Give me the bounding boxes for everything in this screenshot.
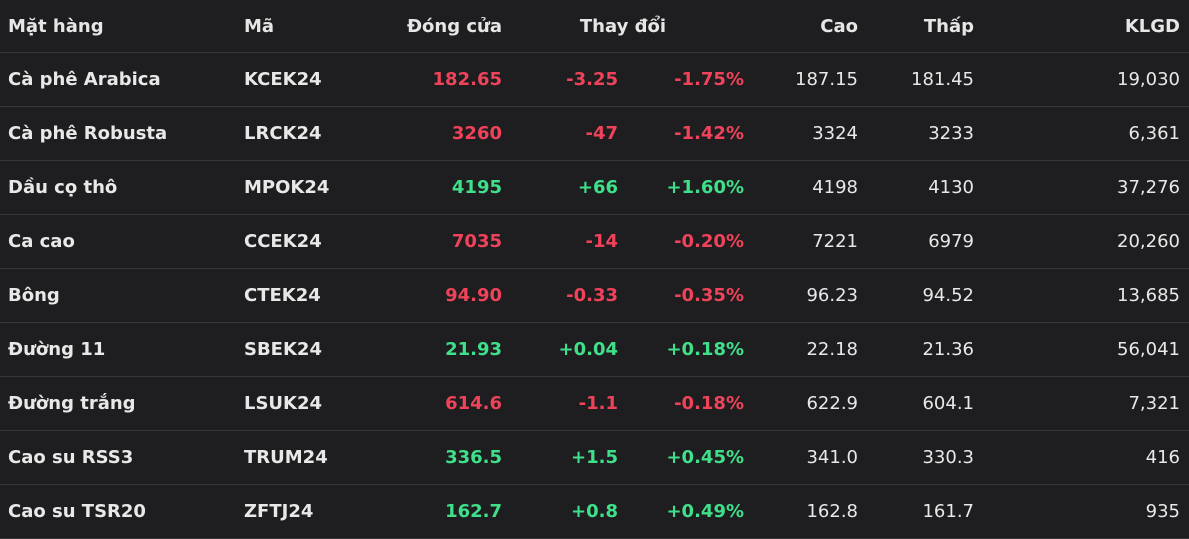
cell-close: 162.7 xyxy=(445,501,502,522)
header-code[interactable]: Mã xyxy=(244,15,275,37)
cell-change: -0.33 xyxy=(566,285,618,306)
cell-high: 96.23 xyxy=(806,285,858,306)
cell-close: 4195 xyxy=(451,177,502,198)
cell-low: 604.1 xyxy=(922,393,974,414)
header-high[interactable]: Cao xyxy=(820,15,858,37)
header-volume[interactable]: KLGD xyxy=(1124,15,1180,37)
cell-low: 94.52 xyxy=(922,285,974,306)
cell-low: 4130 xyxy=(928,177,974,198)
header-name[interactable]: Mặt hàng xyxy=(8,15,104,37)
cell-name: Bông xyxy=(8,285,60,306)
cell-change: -1.1 xyxy=(578,393,618,414)
cell-low: 6979 xyxy=(928,231,974,252)
cell-close: 21.93 xyxy=(445,339,502,360)
cell-change-percent: +0.45% xyxy=(666,447,744,468)
cell-name: Ca cao xyxy=(8,231,75,252)
cell-close: 3260 xyxy=(451,123,502,144)
table-row[interactable]: Ca cao CCEK24 7035 -14 -0.20% 7221 6979 20,260 xyxy=(0,215,1189,269)
cell-change-percent: +1.60% xyxy=(666,177,744,198)
table-row[interactable]: Đường 11 SBEK24 21.93 +0.04 +0.18% 22.18 21.36… xyxy=(0,323,1189,377)
cell-change: +66 xyxy=(577,177,618,198)
cell-change-percent: -0.35% xyxy=(674,285,744,306)
table-row[interactable]: Đường trắng LSUK24 614.6 -1.1 -0.18% 622.9 604… xyxy=(0,377,1189,431)
cell-high: 7221 xyxy=(812,231,858,252)
table-row[interactable]: Dầu cọ thô MPOK24 4195 +66 +1.60% 4198 4130 37,… xyxy=(0,161,1189,215)
cell-name: Dầu cọ thô xyxy=(8,177,118,198)
cell-low: 181.45 xyxy=(911,69,974,90)
cell-change-percent: -0.18% xyxy=(674,393,744,414)
cell-code: LRCK24 xyxy=(244,123,322,144)
cell-high: 622.9 xyxy=(806,393,858,414)
table-row[interactable]: Cao su TSR20 ZFTJ24 162.7 +0.8 +0.49% 162.8 16… xyxy=(0,485,1189,539)
cell-volume: 935 xyxy=(1145,501,1180,522)
cell-low: 21.36 xyxy=(922,339,974,360)
cell-volume: 37,276 xyxy=(1117,177,1180,198)
cell-volume: 20,260 xyxy=(1117,231,1180,252)
cell-code: CCEK24 xyxy=(244,231,322,252)
cell-name: Đường 11 xyxy=(8,339,106,360)
cell-close: 336.5 xyxy=(445,447,502,468)
cell-volume: 56,041 xyxy=(1117,339,1180,360)
cell-high: 162.8 xyxy=(806,501,858,522)
header-change[interactable]: Thay đổi xyxy=(579,15,666,37)
cell-change-percent: -1.42% xyxy=(674,123,744,144)
cell-code: MPOK24 xyxy=(244,177,330,198)
cell-change: +1.5 xyxy=(571,447,618,468)
cell-code: SBEK24 xyxy=(244,339,322,360)
cell-volume: 19,030 xyxy=(1117,69,1180,90)
cell-code: LSUK24 xyxy=(244,393,323,414)
cell-name: Cao su RSS3 xyxy=(8,447,134,468)
cell-high: 341.0 xyxy=(806,447,858,468)
cell-name: Cà phê Arabica xyxy=(8,69,161,90)
cell-high: 187.15 xyxy=(795,69,858,90)
cell-name: Cà phê Robusta xyxy=(8,123,168,144)
table-row[interactable]: Cao su RSS3 TRUM24 336.5 +1.5 +0.45% 341.0 330… xyxy=(0,431,1189,485)
cell-low: 3233 xyxy=(928,123,974,144)
cell-name: Cao su TSR20 xyxy=(8,501,146,522)
cell-close: 7035 xyxy=(451,231,502,252)
table-row[interactable]: Cà phê Robusta LRCK24 3260 -47 -1.42% 3324 323… xyxy=(0,107,1189,161)
cell-change-percent: -0.20% xyxy=(674,231,744,252)
cell-low: 161.7 xyxy=(922,501,974,522)
cell-volume: 416 xyxy=(1145,447,1180,468)
cell-close: 94.90 xyxy=(445,285,502,306)
cell-change: +0.04 xyxy=(558,339,619,360)
cell-high: 22.18 xyxy=(806,339,858,360)
cell-change-percent: +0.49% xyxy=(666,501,744,522)
cell-change-percent: +0.18% xyxy=(666,339,744,360)
cell-volume: 6,361 xyxy=(1128,123,1180,144)
table-row[interactable]: Cà phê Arabica KCEK24 182.65 -3.25 -1.75% 187… xyxy=(0,53,1189,107)
cell-change-percent: -1.75% xyxy=(674,69,744,90)
cell-volume: 7,321 xyxy=(1128,393,1180,414)
cell-low: 330.3 xyxy=(922,447,974,468)
cell-change: -14 xyxy=(585,231,618,252)
cell-code: TRUM24 xyxy=(244,447,328,468)
cell-code: CTEK24 xyxy=(244,285,321,306)
cell-close: 614.6 xyxy=(445,393,502,414)
cell-high: 3324 xyxy=(812,123,858,144)
table-header: Mặt hàng Mã Đóng cửa Thay đổi Cao Thấp K… xyxy=(0,0,1189,53)
cell-close: 182.65 xyxy=(432,69,502,90)
cell-name: Đường trắng xyxy=(8,393,136,414)
cell-high: 4198 xyxy=(812,177,858,198)
cell-volume: 13,685 xyxy=(1117,285,1180,306)
cell-code: KCEK24 xyxy=(244,69,322,90)
table-row[interactable]: Bông CTEK24 94.90 -0.33 -0.35% 96.23 94.52 13,6… xyxy=(0,269,1189,323)
cell-change: -47 xyxy=(585,123,618,144)
header-close[interactable]: Đóng cửa xyxy=(406,15,502,37)
header-low[interactable]: Thấp xyxy=(923,15,974,37)
cell-code: ZFTJ24 xyxy=(244,501,314,522)
table-body: Cà phê Arabica KCEK24 182.65 -3.25 -1.75% 187… xyxy=(0,53,1189,539)
cell-change: +0.8 xyxy=(571,501,618,522)
cell-change: -3.25 xyxy=(566,69,618,90)
